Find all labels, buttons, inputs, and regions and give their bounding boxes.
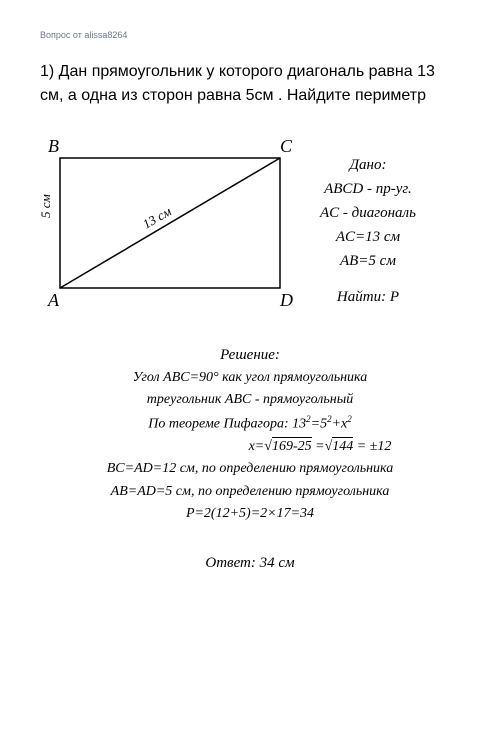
solution-line3: По теореме Пифагора: 132=52+x2 (20, 412, 480, 436)
sol3-post: +x (332, 416, 348, 431)
question-from: Вопрос от alissa8264 (40, 30, 460, 40)
solution-line2: треугольник ABC - прямоугольный (20, 389, 480, 411)
given-line3: AC=13 см (320, 225, 416, 249)
sol4-b: 144 (332, 437, 353, 454)
solution-line4: x=√169-25 =√144 = ±12 (20, 436, 480, 458)
vertex-b: B (48, 136, 59, 157)
figure-row: B C A D 5 см 13 см Дано: ABCD - пр-уг. A… (40, 138, 460, 318)
sol4-post: = ±12 (353, 439, 391, 454)
sol4-pre: x=√ (249, 439, 272, 454)
solution-line6: AB=AD=5 см, по определению прямоугольник… (20, 481, 480, 503)
solution-line1: Угол ABC=90° как угол прямоугольника (20, 367, 480, 389)
given-line2: AC - диагональ (320, 201, 416, 225)
rectangle-svg (40, 138, 300, 318)
sol4-mid: =√ (312, 439, 333, 454)
solution-title: Решение: (20, 343, 480, 367)
vertex-d: D (280, 290, 293, 311)
solution-line7: P=2(12+5)=2×17=34 (20, 503, 480, 525)
sol3-pre: По теореме Пифагора: 13 (148, 416, 306, 431)
geometry-figure: B C A D 5 см 13 см (40, 138, 300, 318)
answer-block: Ответ: 34 см (40, 555, 460, 572)
given-line4: AB=5 см (320, 249, 416, 273)
solution-block: Решение: Угол ABC=90° как угол прямоугол… (20, 343, 480, 525)
sol4-a: 169-25 (272, 437, 312, 454)
vertex-c: C (280, 136, 292, 157)
solution-line5: BC=AD=12 см, по определению прямоугольни… (20, 458, 480, 480)
given-block: Дано: ABCD - пр-уг. AC - диагональ AC=13… (300, 138, 416, 309)
sol3-mid: =5 (311, 416, 327, 431)
problem-statement: 1) Дан прямоугольник у которого диагонал… (40, 60, 460, 108)
given-line1: ABCD - пр-уг. (320, 177, 416, 201)
given-find: Найти: P (320, 285, 416, 309)
given-title: Дано: (320, 153, 416, 177)
side-ab-label: 5 см (38, 194, 54, 218)
vertex-a: A (48, 290, 59, 311)
